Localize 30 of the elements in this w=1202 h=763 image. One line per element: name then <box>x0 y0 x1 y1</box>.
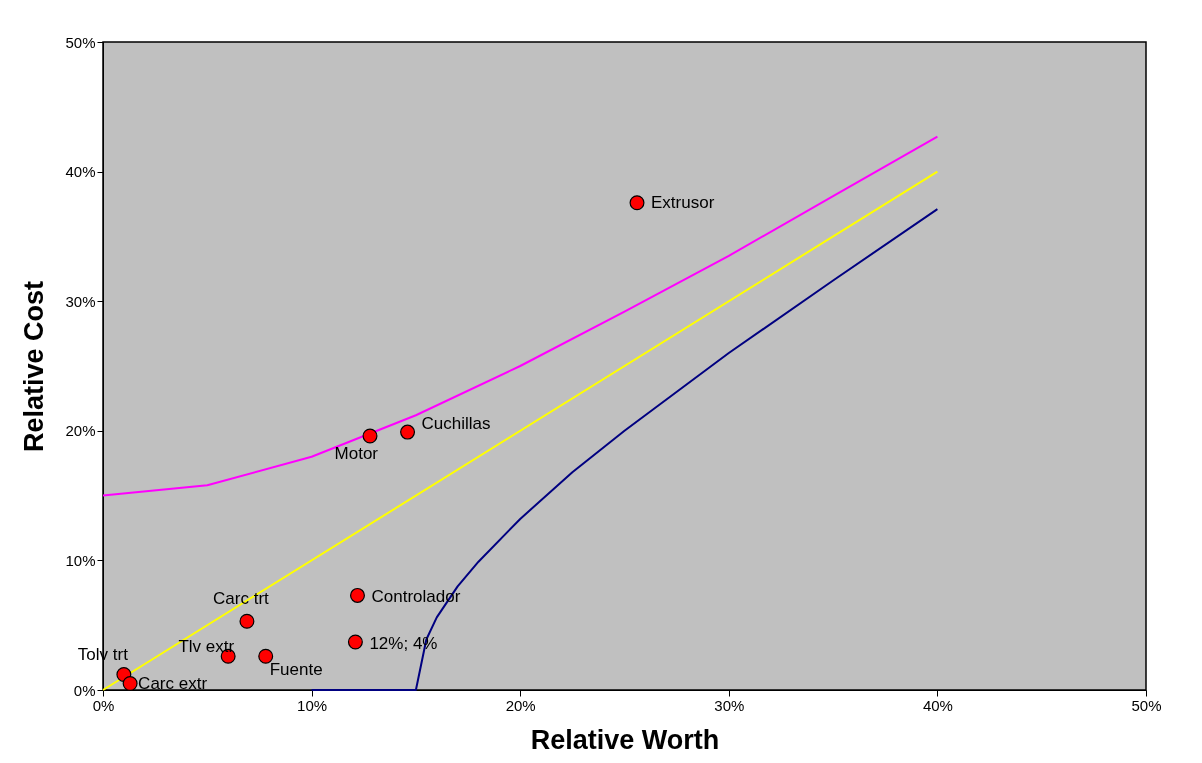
y-tick-label: 40% <box>65 163 96 181</box>
line-series <box>102 135 939 497</box>
point <box>258 648 274 664</box>
point <box>239 613 255 629</box>
point <box>362 428 378 444</box>
x-tick-label: 50% <box>1131 696 1162 714</box>
point <box>400 424 416 440</box>
annotation: Carc trt <box>213 589 270 609</box>
point <box>629 195 645 211</box>
y-tick-label: 50% <box>65 33 96 51</box>
y-tick-label: 20% <box>65 422 96 440</box>
x-axis-title: Relative Worth <box>530 724 720 755</box>
annotation: Cuchillas <box>421 414 491 434</box>
y-tick-label: 0% <box>73 681 96 699</box>
annotation: Motor <box>334 443 379 463</box>
annotation: Tlv extr <box>178 637 235 657</box>
point <box>350 587 365 603</box>
annotation: Carc extr <box>138 673 208 693</box>
annotation: Extrusor <box>651 192 715 212</box>
x-tick-label: 40% <box>922 696 953 714</box>
x-tick-label: 10% <box>297 696 328 714</box>
x-tick-label: 20% <box>505 696 536 714</box>
x-tick-label: 0% <box>92 696 115 714</box>
x-tick-label: 30% <box>714 696 745 714</box>
point <box>122 676 138 691</box>
point <box>347 634 363 650</box>
y-tick-label: 30% <box>65 292 96 310</box>
annotation: Fuente <box>269 660 323 680</box>
y-axis-title: Relative Cost <box>19 280 50 453</box>
y-tick-label: 10% <box>65 551 96 569</box>
